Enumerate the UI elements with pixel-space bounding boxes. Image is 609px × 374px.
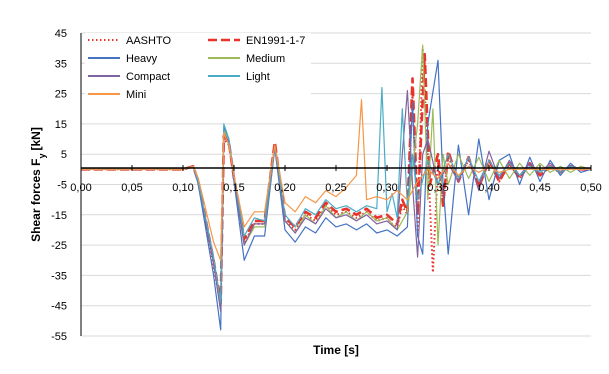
legend-label-en1991-1-7: EN1991-1-7 (246, 35, 305, 47)
x-tick-label-7: 0,35 (427, 182, 448, 194)
y-tick-label-7: -25 (51, 240, 67, 252)
x-tick-label-10: 0,50 (580, 182, 601, 194)
legend-label-heavy: Heavy (126, 53, 158, 65)
x-tick-label-4: 0,20 (274, 182, 295, 194)
y-tick-label-6: -15 (51, 210, 67, 222)
y-tick-label-4: 5 (61, 149, 67, 161)
x-tick-label-3: 0,15 (223, 182, 244, 194)
x-tick-label-5: 0,25 (325, 182, 346, 194)
y-tick-label-2: 25 (55, 89, 67, 101)
legend-label-compact: Compact (126, 71, 170, 83)
legend-label-medium: Medium (246, 53, 285, 65)
x-tick-label-1: 0,05 (121, 182, 142, 194)
x-tick-label-2: 0,10 (172, 182, 193, 194)
y-axis-title-main: Shear forces F (29, 158, 43, 241)
x-tick-labels: 0,00 0,05 0,10 0,15 0,20 0,25 0,30 0,35 0,40 0,45… (70, 182, 601, 194)
y-tick-label-10: -55 (51, 331, 67, 343)
y-axis-title-subscript: y (37, 153, 47, 158)
x-tick-label-8: 0,40 (478, 182, 499, 194)
axes (80, 165, 592, 171)
legend: AASHTO EN1991-1-7 Heavy Medium Compact Light M… (85, 33, 311, 113)
y-tick-label-0: 45 (55, 28, 67, 40)
y-tick-label-3: 15 (55, 119, 67, 131)
x-tick-label-6: 0,30 (376, 182, 397, 194)
legend-box (85, 33, 311, 113)
y-tick-label-8: -35 (51, 270, 67, 282)
y-tick-labels: 45 35 25 15 5 -5 -15 -25 -35 -45 -55 (51, 28, 67, 343)
x-tick-label-0: 0,00 (70, 182, 91, 194)
y-tick-label-5: -5 (57, 180, 67, 192)
legend-label-mini: Mini (126, 89, 146, 101)
y-axis-title-unit: [kN] (29, 127, 43, 150)
x-axis-title: Time [s] (313, 343, 359, 357)
series-line-mini (81, 99, 591, 261)
y-tick-label-9: -45 (51, 301, 67, 313)
legend-label-aashto: AASHTO (126, 35, 171, 47)
y-axis-title: Shear forces Fy [kN] (29, 127, 47, 242)
y-tick-label-1: 35 (55, 58, 67, 70)
legend-label-light: Light (246, 71, 270, 83)
x-tick-label-9: 0,45 (529, 182, 550, 194)
